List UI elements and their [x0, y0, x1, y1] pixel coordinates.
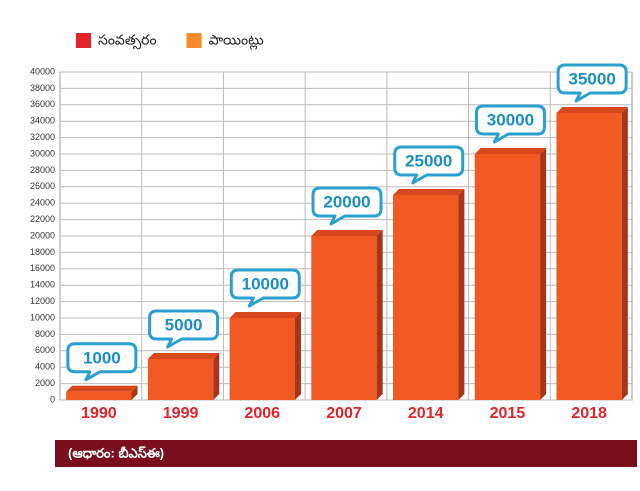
y-tick-label: 20000 — [30, 230, 55, 240]
bar — [556, 113, 622, 400]
legend-swatch — [186, 33, 202, 48]
bar — [66, 391, 132, 400]
bar — [229, 318, 295, 400]
x-tick-label: 2014 — [408, 405, 444, 422]
bar-side — [540, 148, 547, 400]
value-callout — [148, 309, 220, 349]
y-tick-label: 10000 — [30, 312, 55, 322]
source: (ఆధారం: బీఎస్ఈ) — [68, 445, 164, 460]
y-tick-label: 8000 — [35, 329, 55, 339]
value-callout — [474, 104, 546, 144]
bar — [474, 154, 541, 400]
value-callout — [311, 186, 383, 226]
bar-top — [556, 107, 628, 113]
value-callout — [66, 342, 138, 382]
y-tick-label: 38000 — [30, 83, 55, 93]
y-tick-label: 6000 — [35, 345, 55, 355]
x-tick-label: 2006 — [244, 405, 280, 422]
y-tick-label: 26000 — [30, 181, 55, 191]
bar-top — [147, 353, 220, 359]
y-tick-label: 2000 — [35, 378, 55, 388]
y-tick-label: 40000 — [30, 66, 55, 76]
value-label: 1000 — [83, 348, 121, 367]
bar-side — [131, 385, 138, 400]
value-callout — [556, 63, 628, 103]
value-callout — [393, 145, 465, 185]
value-label: 5000 — [165, 315, 203, 334]
bar — [311, 236, 377, 400]
bar-top — [229, 312, 301, 318]
y-tick-label: 30000 — [30, 148, 55, 158]
bar — [393, 195, 459, 400]
y-tick-label: 14000 — [30, 280, 55, 290]
legend-label: పాయింట్లు — [209, 32, 264, 51]
y-tick-label: 34000 — [30, 116, 55, 126]
bar-side — [621, 107, 628, 400]
y-tick-label: 32000 — [30, 132, 55, 142]
x-tick-label: 2007 — [326, 405, 362, 422]
y-tick-label: 4000 — [35, 362, 55, 372]
bar-top — [474, 148, 547, 154]
value-label: 35000 — [569, 69, 616, 88]
y-tick-label: 18000 — [30, 247, 55, 257]
bar-top — [66, 385, 138, 392]
y-tick-label: 28000 — [30, 165, 55, 175]
y-tick-label: 24000 — [30, 198, 55, 208]
y-tick-label: 22000 — [30, 214, 55, 224]
bar-top — [311, 230, 383, 236]
bar-side — [376, 230, 383, 400]
y-tick-label: 0 — [50, 394, 55, 404]
value-label: 20000 — [323, 192, 370, 211]
bar — [147, 359, 214, 400]
y-tick-label: 36000 — [30, 99, 55, 109]
value-label: 10000 — [242, 274, 289, 293]
value-label: 25000 — [405, 151, 452, 170]
y-tick-label: 12000 — [30, 296, 55, 306]
value-label: 30000 — [487, 110, 534, 129]
source-band — [55, 440, 637, 467]
x-tick-label: 1999 — [163, 405, 199, 422]
bar-side — [294, 312, 301, 400]
legend-swatch — [76, 33, 91, 48]
bar-top — [393, 189, 465, 195]
y-tick-label: 16000 — [30, 263, 55, 273]
bar-side — [213, 353, 220, 400]
x-tick-label: 1990 — [81, 405, 117, 422]
x-tick-label: 2018 — [571, 405, 607, 422]
x-tick-label: 2015 — [490, 405, 526, 422]
legend-label: సంవత్సరం — [98, 32, 157, 50]
bar-side — [458, 189, 465, 400]
value-callout — [229, 268, 301, 308]
